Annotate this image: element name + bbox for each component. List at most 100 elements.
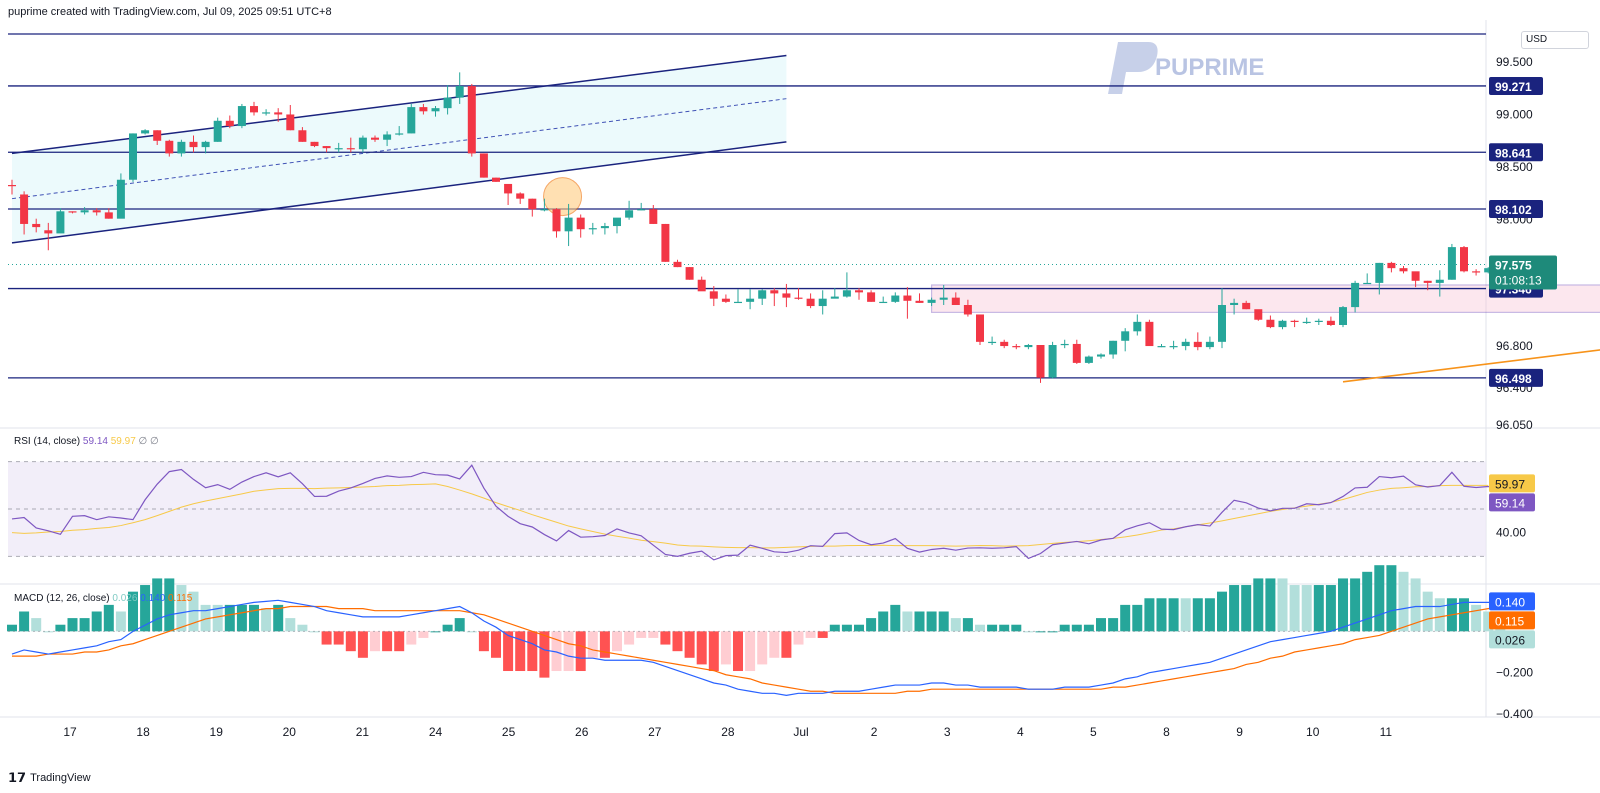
macd-histogram-bar bbox=[491, 631, 501, 658]
candle-body bbox=[1387, 262, 1396, 269]
macd-histogram-bar bbox=[1035, 631, 1046, 633]
candle-body bbox=[1000, 341, 1009, 347]
time-axis-label: 11 bbox=[1380, 725, 1393, 739]
rsi-tick-label: 40.00 bbox=[1496, 526, 1526, 540]
macd-histogram-bar bbox=[769, 631, 780, 658]
macd-histogram-bar bbox=[660, 631, 671, 645]
highlight-circle bbox=[543, 177, 583, 217]
tradingview-logo-icon: 𝟭𝟳 bbox=[8, 770, 27, 785]
macd-histogram-bar bbox=[1144, 598, 1155, 632]
macd-histogram-bar bbox=[164, 578, 175, 632]
macd-histogram-bar bbox=[805, 631, 816, 638]
macd-histogram-bar bbox=[406, 631, 417, 645]
signal-value-label: 0.115 bbox=[1495, 614, 1524, 628]
macd-histogram-bar bbox=[1289, 585, 1300, 632]
macd-histogram-bar bbox=[188, 591, 199, 632]
macd-histogram-bar bbox=[140, 585, 151, 632]
candle-body bbox=[80, 210, 89, 213]
candle-body bbox=[830, 296, 839, 299]
macd-histogram-bar bbox=[91, 611, 102, 632]
candle-body bbox=[504, 183, 513, 194]
candle-body bbox=[1314, 320, 1323, 322]
macd-signal-line bbox=[12, 605, 1501, 694]
macd-histogram-bar bbox=[442, 624, 453, 632]
macd-histogram-bar bbox=[515, 631, 526, 672]
macd-histogram-bar bbox=[285, 618, 296, 632]
candle-body bbox=[818, 298, 827, 307]
macd-histogram-bar bbox=[624, 631, 635, 645]
candle-body bbox=[963, 305, 972, 315]
candle-body bbox=[32, 223, 41, 228]
level-label-bg bbox=[1489, 76, 1543, 95]
candle-body bbox=[613, 217, 621, 227]
macd-histogram-bar bbox=[1410, 578, 1421, 632]
macd-histogram-bar bbox=[684, 631, 695, 658]
candle-body bbox=[286, 114, 295, 131]
macd-histogram-bar bbox=[31, 618, 42, 632]
candle-body bbox=[1435, 279, 1444, 283]
macd-histogram-bar bbox=[1120, 604, 1131, 632]
macd-histogram-bar bbox=[999, 624, 1010, 632]
macd-histogram-bar bbox=[297, 624, 308, 632]
macd-histogram-bar bbox=[261, 608, 272, 632]
macd-histogram-bar bbox=[612, 631, 622, 652]
macd-histogram-bar bbox=[636, 631, 647, 638]
macd-histogram-bar bbox=[1265, 578, 1276, 632]
macd-histogram-bar bbox=[1338, 578, 1348, 632]
macd-histogram-bar bbox=[176, 585, 187, 632]
macd-histogram-bar bbox=[1313, 585, 1324, 632]
hist-value-label: 0.026 bbox=[1495, 633, 1525, 647]
candle-body bbox=[915, 300, 924, 303]
candles-group bbox=[8, 72, 1505, 383]
tradingview-footer[interactable]: 𝟭𝟳 TradingView bbox=[8, 770, 91, 786]
candle-body bbox=[516, 193, 525, 199]
candle-body bbox=[262, 112, 271, 114]
macd-histogram-bar bbox=[1422, 591, 1433, 632]
brand-name: PUPRIME bbox=[1155, 54, 1264, 81]
candle-body bbox=[758, 290, 767, 299]
candle-body bbox=[649, 209, 658, 224]
candle-body bbox=[588, 228, 597, 230]
candle-body bbox=[165, 140, 174, 154]
candle-body bbox=[1157, 346, 1166, 348]
macd-histogram-bar bbox=[357, 631, 368, 658]
candle-body bbox=[625, 210, 634, 218]
candle-body bbox=[56, 211, 65, 234]
candle-body bbox=[637, 209, 646, 211]
candle-body bbox=[709, 291, 718, 299]
macd-histogram-bar bbox=[67, 618, 78, 632]
candle-body bbox=[213, 120, 222, 142]
candle-body bbox=[8, 185, 16, 187]
candle-body bbox=[1097, 354, 1105, 357]
macd-histogram-bar bbox=[1459, 598, 1469, 632]
candle-body bbox=[927, 299, 936, 303]
candle-body bbox=[782, 293, 791, 298]
macd-histogram-bar bbox=[370, 631, 380, 652]
candle-body bbox=[395, 133, 404, 135]
candle-body bbox=[443, 97, 452, 109]
macd-histogram-bar bbox=[745, 631, 756, 672]
candle-body bbox=[44, 230, 53, 234]
macd-histogram-bar bbox=[696, 631, 707, 665]
time-axis-label: 26 bbox=[575, 725, 589, 739]
macd-histogram-bar bbox=[817, 631, 828, 638]
candle-body bbox=[1084, 356, 1093, 363]
candle-body bbox=[153, 130, 162, 141]
price-tick-label: 99.000 bbox=[1496, 107, 1533, 121]
candle-body bbox=[250, 106, 258, 113]
macd-histogram-bar bbox=[563, 631, 574, 672]
candle-body bbox=[116, 179, 125, 219]
macd-histogram-bar bbox=[394, 631, 405, 652]
macd-histogram-bar bbox=[890, 604, 901, 632]
macd-histogram-bar bbox=[829, 624, 840, 632]
macd-histogram-bar bbox=[1277, 578, 1288, 632]
candle-body bbox=[1218, 305, 1226, 342]
currency-selector[interactable]: USD bbox=[1521, 31, 1589, 49]
macd-histogram-bar bbox=[1325, 585, 1336, 632]
macd-histogram-bar bbox=[236, 604, 247, 632]
macd-histogram-bar bbox=[273, 604, 284, 632]
candle-body bbox=[1242, 302, 1251, 310]
macd-histogram-bar bbox=[200, 604, 211, 632]
time-axis-label: 2 bbox=[871, 725, 878, 739]
